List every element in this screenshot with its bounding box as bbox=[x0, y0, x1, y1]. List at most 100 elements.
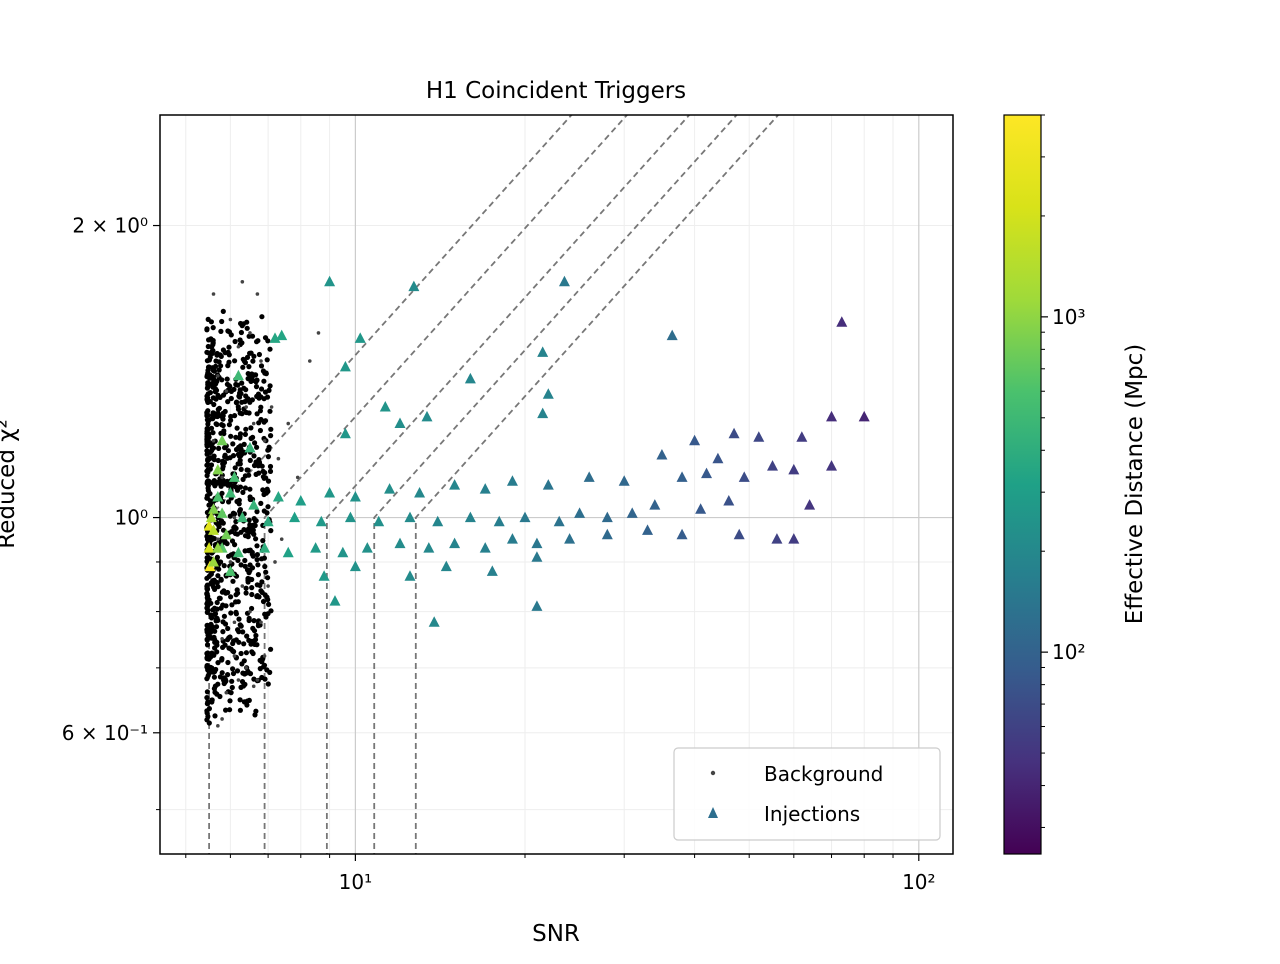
background-point bbox=[254, 411, 260, 417]
injection-point bbox=[361, 542, 373, 553]
injection-point bbox=[228, 471, 240, 482]
background-point bbox=[259, 589, 265, 596]
injection-point bbox=[272, 491, 284, 502]
background-point bbox=[211, 438, 216, 443]
background-point bbox=[228, 594, 234, 600]
background-point bbox=[227, 707, 233, 713]
background-point bbox=[233, 434, 239, 440]
background-point bbox=[204, 582, 210, 588]
background-point bbox=[264, 357, 270, 363]
background-point bbox=[204, 426, 211, 432]
background-point bbox=[254, 642, 260, 648]
injection-point bbox=[601, 528, 613, 540]
background-point bbox=[206, 372, 213, 378]
background-point bbox=[226, 645, 232, 651]
background-point bbox=[251, 453, 257, 459]
injection-point bbox=[804, 499, 816, 510]
injection-point bbox=[349, 560, 361, 572]
injection-point bbox=[236, 511, 248, 523]
background-point bbox=[239, 679, 246, 685]
background-point bbox=[239, 399, 245, 405]
injection-point bbox=[344, 511, 356, 523]
background-point bbox=[266, 447, 272, 453]
background-point bbox=[244, 633, 250, 639]
background-series bbox=[204, 279, 321, 728]
x-axis-label: SNR bbox=[532, 921, 580, 947]
background-point bbox=[211, 584, 217, 590]
background-point bbox=[208, 336, 214, 342]
background-point bbox=[228, 413, 234, 420]
background-point bbox=[225, 659, 231, 666]
background-point bbox=[253, 459, 259, 465]
injection-point bbox=[224, 487, 236, 498]
background-point bbox=[241, 385, 247, 391]
background-point bbox=[265, 478, 272, 484]
background-point bbox=[209, 650, 215, 656]
background-point bbox=[210, 445, 217, 451]
background-point bbox=[237, 337, 243, 343]
threshold-curve bbox=[263, 115, 629, 854]
injection-point bbox=[224, 565, 236, 576]
threshold-curve bbox=[414, 115, 780, 854]
background-point bbox=[249, 591, 255, 598]
background-point bbox=[266, 584, 270, 588]
injection-point bbox=[753, 431, 765, 442]
background-point bbox=[254, 509, 260, 515]
background-point bbox=[244, 405, 248, 409]
injection-point bbox=[232, 546, 244, 558]
background-point bbox=[220, 629, 226, 635]
background-point bbox=[264, 594, 270, 600]
injection-point bbox=[558, 275, 570, 287]
background-point bbox=[259, 659, 265, 665]
background-point bbox=[220, 308, 226, 314]
background-point bbox=[212, 637, 218, 643]
background-point bbox=[238, 684, 244, 691]
background-point bbox=[206, 670, 212, 677]
background-point bbox=[249, 333, 256, 339]
background-point bbox=[239, 661, 245, 667]
background-point bbox=[237, 431, 244, 437]
injection-point bbox=[203, 542, 215, 553]
background-point bbox=[240, 584, 245, 588]
background-point bbox=[249, 585, 255, 591]
background-point bbox=[204, 636, 210, 642]
background-point bbox=[254, 593, 260, 600]
background-point bbox=[267, 346, 273, 352]
background-point bbox=[211, 453, 217, 459]
background-point bbox=[259, 463, 265, 469]
background-point bbox=[236, 453, 242, 459]
background-point bbox=[220, 410, 226, 416]
background-point bbox=[242, 485, 248, 491]
background-point bbox=[217, 352, 223, 358]
background-point bbox=[225, 672, 231, 678]
injection-point bbox=[318, 570, 330, 581]
background-point bbox=[295, 475, 300, 480]
background-point bbox=[216, 445, 222, 451]
injection-point bbox=[289, 511, 301, 523]
injection-point bbox=[858, 410, 870, 422]
background-point bbox=[204, 555, 210, 561]
background-point bbox=[248, 425, 254, 431]
background-point bbox=[205, 343, 211, 350]
background-point bbox=[250, 625, 256, 632]
background-point bbox=[221, 428, 227, 434]
background-point bbox=[246, 617, 252, 624]
injection-point bbox=[324, 487, 336, 498]
injection-point bbox=[269, 332, 281, 343]
background-point bbox=[225, 625, 231, 632]
background-point bbox=[233, 484, 239, 490]
background-point bbox=[260, 487, 266, 493]
y-axis-label: Reduced χ² bbox=[0, 419, 20, 549]
legend-background-marker bbox=[710, 770, 716, 776]
injection-point bbox=[232, 369, 244, 381]
y-tick-label: 6 × 10⁻¹ bbox=[62, 721, 148, 745]
injection-point bbox=[282, 546, 294, 558]
background-point bbox=[226, 359, 232, 365]
background-point bbox=[210, 412, 216, 418]
background-point bbox=[253, 708, 259, 714]
background-point bbox=[212, 689, 218, 695]
injection-point bbox=[428, 616, 440, 627]
background-point bbox=[235, 461, 241, 467]
injection-point bbox=[212, 542, 224, 553]
background-point bbox=[268, 528, 274, 534]
